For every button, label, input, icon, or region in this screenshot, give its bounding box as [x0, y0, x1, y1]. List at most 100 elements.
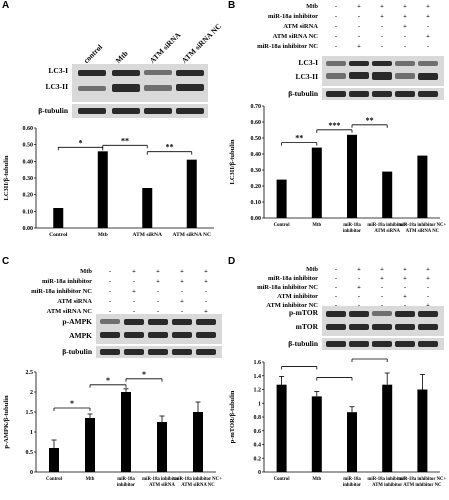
panel-a-tubulin-blot [72, 104, 208, 118]
panel-c-chart: 0 0.5 1 1.5 2 2.5 p-AMPK/β-tubulin Control Mtb mi… [3, 370, 222, 488]
bar [347, 134, 357, 218]
bar [193, 412, 203, 472]
panel-c-condition-label: miR-18a inhibitor NC [31, 288, 92, 295]
x-tick-label: inhibitor [343, 483, 362, 488]
panel-d-condition-sign: + [424, 302, 432, 309]
panel-c-condition-sign: + [132, 268, 136, 275]
y-axis-label: p-mTOR/β-tubulin [229, 390, 236, 443]
panel-c-condition-sign: + [180, 278, 184, 285]
panel-d-condition-sign: - [357, 275, 361, 282]
panel-a-lane-label: ATM siRNA NC [179, 21, 224, 65]
panel-d-condition-sign: - [380, 293, 384, 300]
panel-c-condition-sign: + [204, 308, 208, 315]
bar [417, 155, 428, 218]
y-tick-label: 0.20 [23, 193, 34, 199]
panel-b-condition-sign: + [403, 23, 407, 30]
significance-marker: ** [166, 143, 174, 152]
panel-c-condition-sign: + [156, 278, 160, 285]
panel-c-label: C [2, 256, 10, 267]
panel-b-condition-sign: + [380, 3, 384, 10]
panel-b-condition-sign: - [403, 33, 407, 40]
y-tick-label: 1.2 [254, 388, 262, 394]
panel-b-condition-sign: - [334, 23, 338, 30]
panel-b-condition-label: ATM siRNA [283, 23, 318, 30]
panel-b-condition-sign: + [403, 13, 407, 20]
y-tick-label: 0.30 [251, 168, 262, 174]
panel-a-label: A [2, 0, 10, 11]
x-tick-label: miR-18a [117, 477, 135, 482]
panel-d-condition-sign: + [403, 266, 407, 273]
panel-c-blot-label-2: AMPK [69, 331, 92, 340]
panel-c-blot-label-3: β-tubulin [62, 347, 92, 356]
panel-b-blot-label-2: LC3-II [295, 72, 318, 81]
x-tick-label: ATM siRNA [149, 483, 175, 488]
panel-c-condition-sign: - [132, 278, 136, 285]
panel-c-condition-sign: - [180, 308, 184, 315]
bar [311, 396, 322, 472]
y-tick-label: 0.00 [251, 216, 262, 222]
panel-d-condition-sign: + [380, 275, 384, 282]
panel-b-blot-label-1: LC3-I [298, 58, 318, 67]
y-axis-label: LC3II/β-tubulin [3, 155, 10, 200]
bar [85, 418, 95, 472]
panel-b-tubulin-blot [322, 88, 444, 100]
panel-a-blot-label-2: LC3-II [45, 82, 68, 91]
panel-b-condition-label: Mtb [306, 3, 318, 10]
panel-a-lane-label: ATM siRNA [147, 30, 183, 66]
panel-c-condition-sign: - [108, 268, 112, 275]
panel-b-lc3-blot [322, 56, 444, 86]
x-tick-label: miR-18a inhibitor NC+ [174, 477, 222, 482]
bar [142, 188, 153, 228]
panel-a-lane-label: control [81, 42, 105, 65]
panel-b-condition-sign: + [357, 3, 361, 10]
bar [382, 384, 393, 472]
panel-c-condition-label: miR-18a inhibitor [41, 278, 92, 285]
panel-c-condition-sign: - [156, 308, 160, 315]
panel-d-condition-label: Mtb [306, 266, 318, 273]
x-tick-label: Mtb [98, 232, 108, 238]
significance-marker: * [142, 370, 146, 379]
y-tick-label: 0.40 [251, 152, 262, 158]
y-tick-label: 0.60 [23, 126, 34, 132]
y-tick-label: 0 [30, 470, 33, 476]
significance-marker: ** [295, 134, 303, 143]
bar [382, 171, 393, 218]
x-tick-label: ATM siRNA [133, 232, 162, 238]
panel-c-condition-sign: - [204, 298, 208, 305]
panel-b-condition-sign: - [334, 3, 338, 10]
panel-c-condition-label: Mtb [80, 268, 92, 275]
x-tick-label: miR-18a inhibitor NC+ [399, 477, 447, 482]
y-tick-label: 0.2 [254, 456, 262, 462]
panel-d-mtor-blot [322, 306, 444, 336]
y-tick-label: 0.40 [23, 159, 34, 165]
y-tick-label: 1 [30, 430, 33, 436]
panel-b-condition-sign: - [403, 43, 407, 50]
panel-b-condition-sign: - [334, 13, 338, 20]
panel-d-condition-sign: + [403, 293, 407, 300]
bar [49, 448, 59, 472]
y-tick-label: 1.4 [254, 374, 262, 380]
panel-b-condition-sign: + [426, 3, 430, 10]
panel-c-condition-label: ATM siRNA [57, 298, 92, 305]
y-tick-label: 1.6 [254, 360, 262, 366]
x-tick-label: Control [49, 232, 68, 238]
panel-c-condition-sign: + [180, 268, 184, 275]
y-tick-label: 0.00 [23, 226, 34, 232]
x-tick-label: ATM siRNA NC [181, 483, 215, 488]
panel-b-condition-sign: - [426, 43, 430, 50]
panel-d-blot-label-3: β-tubulin [288, 339, 318, 348]
panel-b-label: B [228, 0, 236, 11]
panel-b-condition-label: miR-18a inhibitor NC [257, 43, 318, 50]
y-tick-label: 0.30 [23, 176, 34, 182]
panel-d-blot-label-2: mTOR [295, 322, 318, 331]
panel-d-condition-label: miR-18a inhibitor [267, 275, 318, 282]
bar [186, 159, 197, 228]
panel-b-blot-label-3: β-tubulin [288, 89, 318, 98]
significance-marker: ** [121, 136, 129, 145]
panel-b-condition-sign: + [357, 43, 361, 50]
x-tick-label: Mtb [312, 477, 321, 482]
panel-d-chart: 0 0.2 0.4 0.6 0.8 1 1.2 1.4 1.6 p-mTOR/β-tubulin C… [229, 358, 447, 488]
panel-c-condition-sign: + [180, 298, 184, 305]
panel-d-condition-sign: - [426, 284, 430, 291]
bar [276, 384, 287, 472]
